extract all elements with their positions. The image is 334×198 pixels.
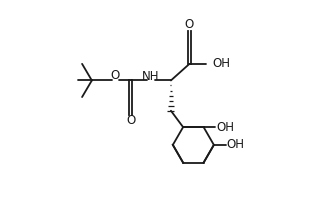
Text: OH: OH xyxy=(216,121,234,134)
Text: OH: OH xyxy=(212,57,230,70)
Text: OH: OH xyxy=(226,138,244,151)
Text: O: O xyxy=(185,18,194,31)
Text: NH: NH xyxy=(142,70,159,83)
Text: O: O xyxy=(126,114,136,127)
Text: O: O xyxy=(111,69,120,82)
